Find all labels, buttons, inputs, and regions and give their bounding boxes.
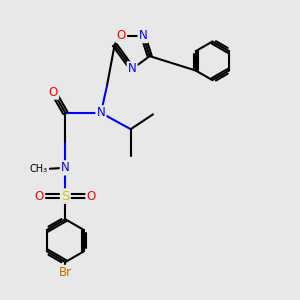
Text: N: N [128, 62, 136, 75]
Text: O: O [35, 190, 44, 202]
Text: S: S [61, 190, 70, 202]
Text: Br: Br [59, 266, 72, 279]
Text: N: N [139, 29, 147, 42]
Text: CH₃: CH₃ [29, 164, 48, 174]
Text: O: O [49, 85, 58, 98]
Text: O: O [117, 29, 126, 42]
Text: N: N [97, 106, 105, 119]
Text: O: O [86, 190, 96, 202]
Text: N: N [61, 161, 70, 174]
